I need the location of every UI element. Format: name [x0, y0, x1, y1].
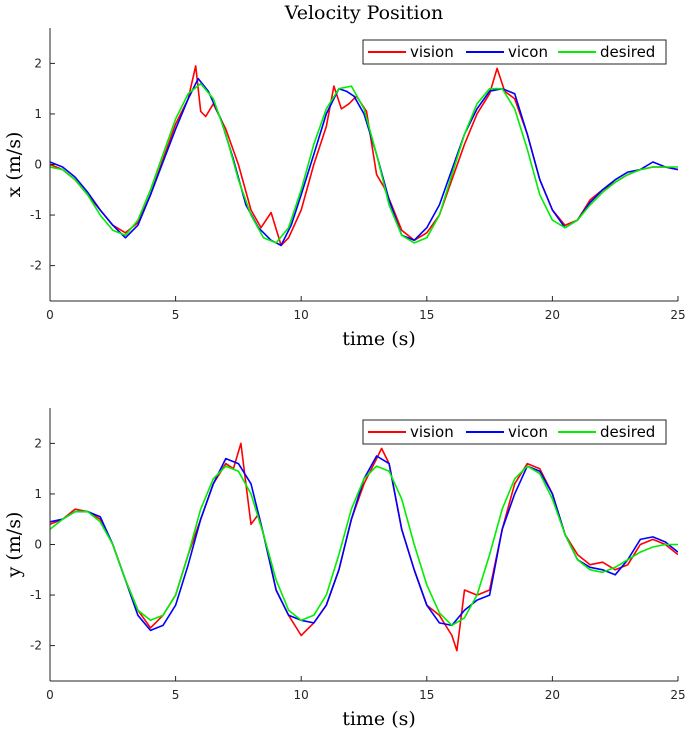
y-tick-label: -2: [30, 259, 42, 273]
x-axis-label: time (s): [342, 328, 416, 350]
legend-label-vicon: vicon: [508, 43, 548, 61]
y-tick-label: -1: [30, 208, 42, 222]
x-tick-label: 15: [419, 688, 434, 702]
y-tick-label: 0: [34, 538, 42, 552]
series-line-desired: [50, 465, 678, 627]
x-tick-label: 0: [46, 688, 54, 702]
y-tick-label: 1: [34, 107, 42, 121]
x-tick-label: 20: [545, 688, 560, 702]
legend-label-vision: vision: [410, 423, 454, 441]
x-tick-label: 25: [670, 308, 685, 322]
legend-box: [362, 39, 667, 65]
series-group: [50, 442, 678, 652]
plot-area: [50, 408, 678, 681]
x-axis-label: time (s): [342, 708, 416, 730]
y-tick-label: 1: [34, 487, 42, 501]
series-line-desired: [50, 82, 678, 244]
y-tick-label: 2: [34, 56, 42, 70]
legend-label-desired: desired: [600, 43, 655, 61]
legend-label-vicon: vicon: [508, 423, 548, 441]
y-tick-label: 2: [34, 436, 42, 450]
y-axis-label: y (m/s): [3, 512, 25, 579]
legend: vision vicon desired: [362, 39, 667, 65]
x-tick-label: 25: [670, 688, 685, 702]
figure-title: Velocity Position: [284, 2, 444, 24]
legend-box: [362, 419, 667, 445]
x-tick-label: 20: [545, 308, 560, 322]
y-tick-label: -1: [30, 588, 42, 602]
x-tick-label: 10: [294, 688, 309, 702]
series-group: [50, 65, 678, 247]
y-axis-label: x (m/s): [3, 132, 25, 198]
legend-label-desired: desired: [600, 423, 655, 441]
x-tick-label: 15: [419, 308, 434, 322]
x-tick-label: 5: [172, 688, 180, 702]
plot-area: [50, 28, 678, 301]
x-tick-label: 10: [294, 308, 309, 322]
x-tick-label: 0: [46, 308, 54, 322]
y-tick-label: -2: [30, 639, 42, 653]
x-tick-label: 5: [172, 308, 180, 322]
y-tick-label: 0: [34, 158, 42, 172]
legend: vision vicon desired: [362, 419, 667, 445]
legend-label-vision: vision: [410, 43, 454, 61]
